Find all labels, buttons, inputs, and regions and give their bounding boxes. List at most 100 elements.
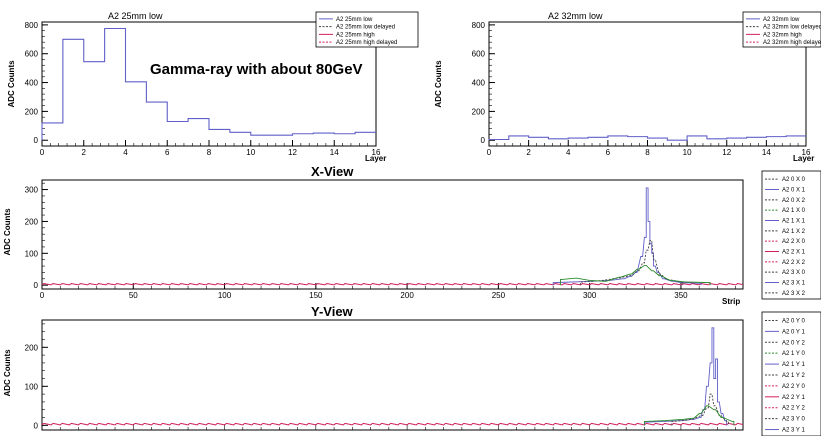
legend-entry: A2 25mm high bbox=[336, 32, 375, 38]
histogram-bin bbox=[209, 128, 230, 130]
histogram-line bbox=[488, 135, 806, 141]
y-tick-label: 300 bbox=[25, 186, 39, 195]
legend-entry: A2 32mm low delayed bbox=[763, 25, 821, 31]
histogram-bin bbox=[334, 133, 355, 135]
x-tick-label: 0 bbox=[40, 148, 45, 157]
histogram-bin bbox=[84, 61, 105, 63]
x-tick-label: 100 bbox=[218, 291, 232, 300]
panel-32mm: A2 32mm low 0 200 400 600 800 0 2 4 6 8 10 12 14 16 ADC… bbox=[434, 11, 821, 163]
legend-entry: A2 1 Y 2 bbox=[782, 373, 805, 379]
x-tick-label: 10 bbox=[683, 148, 692, 157]
y-tick-label: 400 bbox=[25, 79, 39, 88]
y-tick-label: 400 bbox=[472, 79, 486, 88]
y-tick-label: 200 bbox=[25, 217, 39, 226]
chart-title: A2 32mm low bbox=[548, 11, 603, 21]
y-axis-label: ADC Counts bbox=[3, 349, 12, 397]
y-axis-label: ADC Counts bbox=[434, 60, 443, 108]
series-a2-0-y-1 bbox=[643, 327, 728, 426]
legend-box bbox=[761, 311, 821, 436]
histogram-bin bbox=[667, 139, 687, 141]
histogram-bin bbox=[167, 120, 188, 122]
chart-title: A2 25mm low bbox=[108, 11, 163, 21]
histogram-bin bbox=[548, 138, 568, 140]
y-tick-label: 800 bbox=[25, 21, 39, 30]
plot-frame bbox=[41, 319, 744, 431]
histogram-bin bbox=[648, 137, 668, 139]
legend-entry: A2 32mm high delayed bbox=[763, 40, 821, 46]
x-tick-label: 12 bbox=[722, 148, 731, 157]
y-tick-label: 0 bbox=[481, 136, 486, 145]
x-axis-label: Layer bbox=[793, 154, 814, 163]
histogram-bin bbox=[42, 122, 63, 124]
legend-box bbox=[742, 11, 821, 48]
legend-entry: A2 1 X 2 bbox=[782, 229, 806, 235]
y-tick-label: 600 bbox=[472, 50, 486, 59]
chart-title: X-View bbox=[311, 164, 354, 179]
legend-entry: A2 32mm high bbox=[763, 32, 802, 38]
x-tick-label: 14 bbox=[762, 148, 771, 157]
legend-entry: A2 2 Y 1 bbox=[782, 395, 805, 401]
y-tick-label: 200 bbox=[472, 107, 486, 116]
legend-entry: A2 25mm high delayed bbox=[336, 40, 397, 46]
legend-entry: A2 2 Y 2 bbox=[782, 406, 805, 412]
legend-entry: A2 0 Y 1 bbox=[782, 329, 805, 335]
legend-entry: A2 0 X 2 bbox=[782, 198, 806, 204]
histogram-bin bbox=[568, 137, 588, 139]
panel-y-view: Y-View 0 100 200 ADC Counts A2 0 Y 0 A2 0 Y 1 A… bbox=[3, 304, 821, 436]
baseline-noise bbox=[41, 283, 744, 286]
histogram-bin bbox=[766, 136, 786, 138]
histogram-bin bbox=[146, 101, 167, 103]
histogram-bin bbox=[126, 81, 147, 83]
x-tick-label: 4 bbox=[566, 148, 571, 157]
y-tick-label: 200 bbox=[25, 107, 39, 116]
legend-entry: A2 32mm low bbox=[763, 17, 800, 23]
y-tick-label: 800 bbox=[472, 21, 486, 30]
legend-box bbox=[761, 170, 821, 300]
x-tick-label: 200 bbox=[400, 291, 414, 300]
x-tick-label: 150 bbox=[309, 291, 323, 300]
histogram-bin bbox=[727, 137, 747, 139]
legend-entry: A2 0 X 1 bbox=[782, 188, 806, 194]
legend-entry: A2 3 X 2 bbox=[782, 291, 806, 297]
x-tick-label: 14 bbox=[330, 148, 339, 157]
y-tick-label: 100 bbox=[25, 249, 39, 258]
histogram-bin bbox=[251, 134, 272, 136]
legend-entry: A2 2 X 0 bbox=[782, 239, 806, 245]
histogram-bin bbox=[489, 139, 509, 141]
series-a2-0-x-1 bbox=[552, 187, 702, 286]
y-axis-label: ADC Counts bbox=[3, 208, 12, 256]
x-tick-label: 8 bbox=[207, 148, 212, 157]
y-tick-label: 200 bbox=[25, 343, 39, 352]
y-tick-label: 0 bbox=[34, 281, 39, 290]
x-tick-label: 10 bbox=[246, 148, 255, 157]
legend-entry: A2 25mm low delayed bbox=[336, 25, 395, 31]
series-a2-0-x-0 bbox=[580, 240, 684, 286]
y-tick-label: 0 bbox=[34, 421, 39, 430]
annotation-text: Gamma-ray with about 80GeV bbox=[150, 61, 363, 78]
legend-entry: A2 0 Y 2 bbox=[782, 340, 805, 346]
x-tick-label: 16 bbox=[372, 148, 381, 157]
histogram-bin bbox=[293, 133, 314, 135]
plot-frame bbox=[41, 179, 744, 290]
histogram-bin bbox=[747, 136, 767, 138]
x-tick-label: 0 bbox=[40, 291, 45, 300]
histogram-bin bbox=[313, 132, 334, 134]
x-tick-label: 12 bbox=[288, 148, 297, 157]
histogram-bin bbox=[63, 38, 84, 40]
histogram-bin bbox=[687, 135, 707, 137]
histogram-bin bbox=[628, 136, 648, 138]
y-axis-label: ADC Counts bbox=[7, 60, 16, 108]
x-tick-label: 4 bbox=[123, 148, 128, 157]
x-axis-label: Layer bbox=[365, 154, 386, 163]
legend-entry: A2 0 X 0 bbox=[782, 177, 806, 183]
legend-entry: A2 3 Y 0 bbox=[782, 417, 805, 423]
x-tick-label: 50 bbox=[129, 291, 138, 300]
legend-entry: A2 1 X 1 bbox=[782, 219, 806, 225]
panel-x-view: X-View 0 100 200 300 0 50 100 150 200 250 300 350 ADC… bbox=[3, 164, 821, 306]
x-tick-label: 6 bbox=[165, 148, 170, 157]
legend-entry: A2 3 X 1 bbox=[782, 281, 806, 287]
y-tick-label: 600 bbox=[25, 50, 39, 59]
legend-entry: A2 3 X 0 bbox=[782, 270, 806, 276]
legend-entry: A2 0 Y 0 bbox=[782, 318, 805, 324]
